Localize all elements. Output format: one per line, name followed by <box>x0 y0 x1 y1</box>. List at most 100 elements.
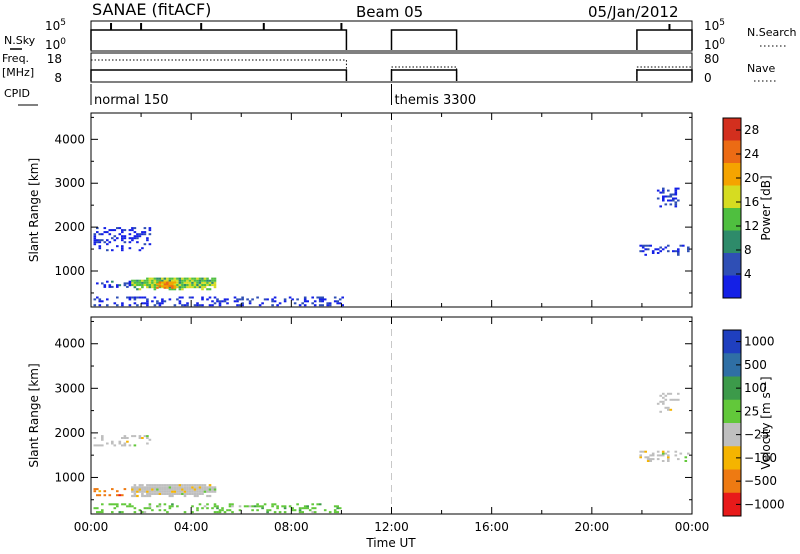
echo-cell <box>333 511 337 514</box>
echo-cell <box>141 302 144 305</box>
echo-cell <box>156 302 159 305</box>
echo-cell <box>118 442 122 445</box>
power-ytick-label-1: 2000 <box>54 220 85 234</box>
cpid-name-0: normal 150 <box>94 93 169 108</box>
echo-cell <box>131 237 134 240</box>
echo-cell <box>103 490 107 493</box>
echo-cell <box>181 486 184 489</box>
echo-cell <box>163 492 167 495</box>
echo-cell <box>158 488 162 491</box>
echo-cell <box>644 456 647 459</box>
echo-cell <box>677 398 680 401</box>
echo-cell <box>206 281 209 284</box>
echo-cell <box>208 281 212 284</box>
echo-cell <box>218 302 222 305</box>
echo-cell <box>166 490 169 493</box>
echo-cell <box>168 277 172 280</box>
echo-cell <box>216 300 219 303</box>
echo-cell <box>669 408 673 411</box>
echo-cell <box>208 484 212 487</box>
echo-cell <box>96 241 99 244</box>
echo-cell <box>128 237 132 240</box>
echo-cell <box>158 492 162 495</box>
echo-cell <box>168 279 172 282</box>
echo-cell <box>173 279 177 282</box>
echo-cell <box>156 505 159 508</box>
echo-cell <box>198 492 202 495</box>
echo-cell <box>191 486 194 489</box>
echo-cell <box>116 490 119 493</box>
echo-cell <box>128 247 132 250</box>
echo-cell <box>113 239 117 242</box>
x-tick-label-1: 04:00 <box>174 520 209 534</box>
echo-cell <box>106 280 109 283</box>
echo-cell <box>213 279 217 282</box>
echo-cell <box>161 285 164 288</box>
echo-cell <box>181 488 184 491</box>
echo-cell <box>191 490 194 493</box>
velocity-colorbar-swatch <box>723 492 741 517</box>
echo-cell <box>146 507 149 510</box>
echo-cell <box>98 233 102 236</box>
echo-cell <box>216 507 219 510</box>
echo-cell <box>106 231 109 234</box>
echo-cell <box>173 304 177 307</box>
echo-cell <box>101 239 104 242</box>
echo-cell <box>151 281 154 284</box>
echo-cell <box>108 503 112 506</box>
velocity-colorbar-label-0: 1000 <box>744 335 775 349</box>
echo-cell <box>178 302 182 305</box>
echo-cell <box>201 507 204 510</box>
echo-cell <box>201 279 204 282</box>
echo-cell <box>311 511 314 514</box>
echo-cell <box>662 195 665 198</box>
echo-cell <box>153 277 157 280</box>
echo-cell <box>183 492 187 495</box>
echo-cell <box>223 511 227 514</box>
echo-cell <box>198 286 202 289</box>
echo-cell <box>662 396 665 399</box>
echo-cell <box>166 492 169 495</box>
echo-cell <box>303 296 307 299</box>
echo-cell <box>186 486 189 489</box>
echo-cell <box>133 488 137 491</box>
echo-cell <box>283 511 287 514</box>
echo-cell <box>181 281 184 284</box>
echo-cell <box>138 509 142 512</box>
echo-cell <box>662 199 665 202</box>
echo-cell <box>241 298 244 301</box>
echo-cell <box>158 286 162 289</box>
echo-cell <box>171 494 174 498</box>
echo-cell <box>333 505 337 508</box>
echo-cell <box>168 492 172 495</box>
echo-cell <box>176 281 179 284</box>
echo-cell <box>131 227 134 230</box>
echo-cell <box>186 284 189 287</box>
echo-cell <box>639 456 642 459</box>
echo-cell <box>121 247 124 250</box>
echo-cell <box>136 486 139 489</box>
echo-cell <box>193 492 197 495</box>
echo-cell <box>136 296 139 299</box>
echo-cell <box>116 245 119 248</box>
x-tick-label-3: 12:00 <box>374 520 409 534</box>
echo-cell <box>158 279 162 282</box>
velocity-colorbar-swatch <box>723 353 741 377</box>
echo-cell <box>166 488 169 491</box>
echo-cell <box>128 229 132 232</box>
echo-cell <box>674 201 678 204</box>
echo-cell <box>146 302 149 305</box>
echo-cell <box>176 486 179 489</box>
echo-cell <box>111 229 114 232</box>
echo-cell <box>303 298 307 301</box>
velocity-colorbar-swatch <box>723 330 741 354</box>
echo-cell <box>226 298 229 301</box>
echo-cell <box>677 458 680 461</box>
echo-cell <box>251 509 254 512</box>
echo-cell <box>667 406 670 409</box>
echo-cell <box>238 298 242 301</box>
echo-cell <box>126 505 129 508</box>
echo-cell <box>679 244 683 247</box>
echo-cell <box>313 300 317 303</box>
echo-cell <box>273 511 277 514</box>
